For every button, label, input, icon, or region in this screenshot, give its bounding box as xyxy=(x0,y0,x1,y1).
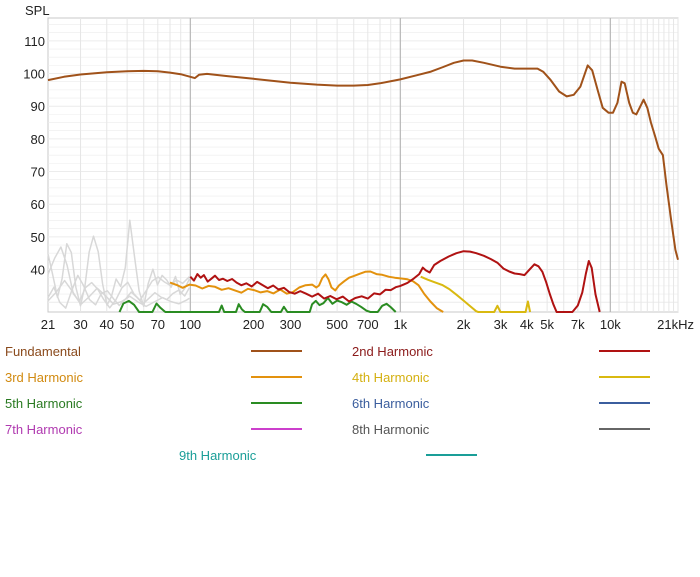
x-tick-label: 7k xyxy=(571,317,585,332)
legend-label-fundamental: Fundamental xyxy=(5,344,81,359)
fundamental-line xyxy=(47,59,679,260)
grey-harmonic-d-line xyxy=(47,279,190,308)
3rd-harmonic-line xyxy=(169,270,444,313)
x-tick-label: 200 xyxy=(243,317,265,332)
x-tick-label: 2k xyxy=(457,317,471,332)
x-tick-label: 5k xyxy=(540,317,554,332)
y-tick-labels: 40 50 60 70 80 90 100 110 xyxy=(23,34,45,278)
x-tick-label: 4k xyxy=(520,317,534,332)
y-tick-label: 60 xyxy=(31,197,45,212)
legend-label-2nd-harmonic: 2nd Harmonic xyxy=(352,344,433,359)
legend-label-5th-harmonic: 5th Harmonic xyxy=(5,396,83,411)
legend-label-6th-harmonic: 6th Harmonic xyxy=(352,396,430,411)
y-tick-label: 110 xyxy=(24,34,45,49)
x-tick-label: 500 xyxy=(326,317,348,332)
4th-harmonic-line xyxy=(420,275,532,313)
y-tick-label: 50 xyxy=(31,230,45,245)
y-tick-label: 90 xyxy=(31,99,45,114)
series-lines xyxy=(47,59,679,313)
legend-label-8th-harmonic: 8th Harmonic xyxy=(352,422,430,437)
x-tick-label: 70 xyxy=(151,317,165,332)
legend-label-4th-harmonic: 4th Harmonic xyxy=(352,370,430,385)
x-tick-labels: 21 30 40 50 70 100 200 300 500 700 1k 2k 3k 4k 5k 7k 10k… xyxy=(41,317,694,332)
y-tick-label: 80 xyxy=(31,132,45,147)
y-tick-label: 70 xyxy=(31,165,45,180)
y-axis-label: SPL xyxy=(25,3,50,18)
y-tick-label: 100 xyxy=(23,67,45,82)
grey-harmonic-a-line xyxy=(47,219,191,308)
x-tick-label: 21kHz xyxy=(657,317,694,332)
legend-label-9th-harmonic: 9th Harmonic xyxy=(179,448,257,463)
x-tick-label: 300 xyxy=(280,317,302,332)
x-tick-label: 30 xyxy=(73,317,87,332)
2nd-harmonic-line xyxy=(189,250,601,313)
x-tick-label: 21 xyxy=(41,317,55,332)
x-tick-label: 3k xyxy=(494,317,508,332)
x-tick-label: 1k xyxy=(393,317,407,332)
y-tick-label: 40 xyxy=(31,263,45,278)
x-tick-label: 10k xyxy=(600,317,621,332)
5th-harmonic-line xyxy=(118,297,397,313)
plot-area xyxy=(47,17,679,313)
legend: Fundamental 2nd Harmonic 3rd Harmonic 4th H… xyxy=(5,344,650,463)
x-tick-label: 50 xyxy=(120,317,134,332)
legend-label-7th-harmonic: 7th Harmonic xyxy=(5,422,83,437)
x-tick-label: 40 xyxy=(100,317,114,332)
x-tick-label: 100 xyxy=(179,317,201,332)
legend-label-3rd-harmonic: 3rd Harmonic xyxy=(5,370,84,385)
x-tick-label: 700 xyxy=(357,317,379,332)
